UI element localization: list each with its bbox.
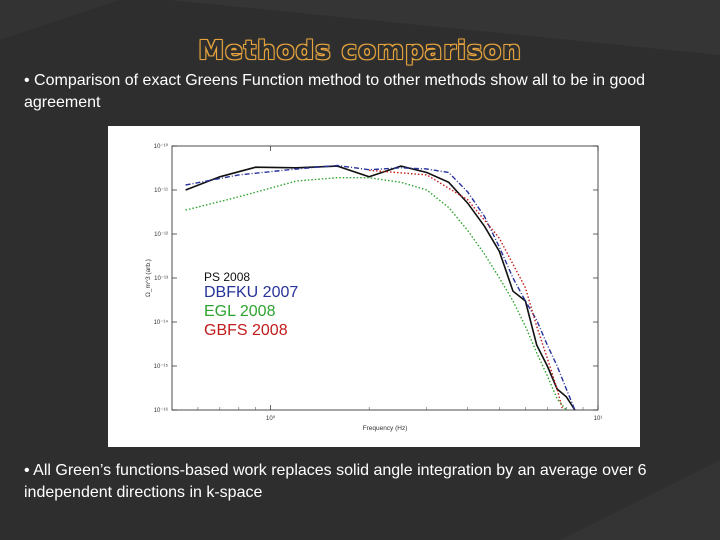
y-tick-label-3: 10⁻¹³ — [154, 276, 168, 282]
spectrum-chart: 10⁻¹⁰ 10⁻¹¹ 10⁻¹² 10⁻¹³ 10⁻¹⁴ 10⁻¹⁵ 10⁻¹⁶ 10⁰ 10… — [145, 143, 603, 432]
y-tick-label-6: 10⁻¹⁶ — [154, 407, 169, 414]
series-line-1 — [185, 164, 576, 411]
x-axis-label: Frequency (Hz) — [363, 425, 408, 432]
chart-figure: 10⁻¹⁰ 10⁻¹¹ 10⁻¹² 10⁻¹³ 10⁻¹⁴ 10⁻¹⁵ 10⁻¹⁶ 10⁰ 10… — [108, 126, 640, 447]
y-tick-label-5: 10⁻¹⁵ — [154, 363, 169, 370]
x-tick-label-0: 10⁰ — [266, 415, 276, 422]
series-line-3 — [369, 169, 564, 411]
legend-entry-egl: EGL 2008 — [204, 303, 276, 320]
slide-title: Methods comparison — [198, 36, 522, 66]
y-tick-label-2: 10⁻¹² — [154, 232, 168, 238]
y-tick-label-1: 10⁻¹¹ — [154, 188, 168, 194]
x-tick-label-1: 10¹ — [594, 416, 603, 422]
y-axis-label: Ω_m^3 (arb.) — [145, 259, 152, 297]
legend-entry-ps: PS 2008 — [204, 270, 251, 284]
y-tick-label-4: 10⁻¹⁴ — [154, 319, 169, 326]
bullet-greens-functions: • All Green’s functions-based work repla… — [24, 462, 647, 501]
bullet-comparison: • Comparison of exact Greens Function me… — [24, 72, 646, 111]
legend-entry-dbfku: DBFKU 2007 — [204, 284, 299, 301]
series-line-0 — [185, 165, 576, 411]
legend-entry-gbfs: GBFS 2008 — [204, 322, 288, 339]
y-tick-label-0: 10⁻¹⁰ — [154, 143, 169, 150]
